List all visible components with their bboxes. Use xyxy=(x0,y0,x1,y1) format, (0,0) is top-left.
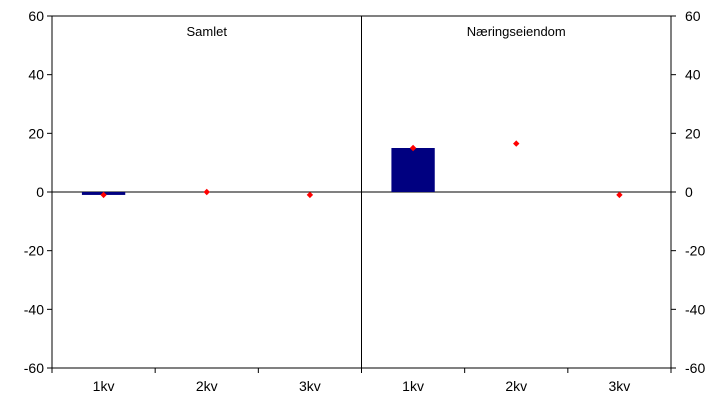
marker-point xyxy=(616,191,623,199)
x-tick-label: 2kv xyxy=(505,378,527,394)
right-y-tick-label: 20 xyxy=(685,125,701,141)
left-y-tick-label: 20 xyxy=(28,125,44,141)
right-y-tick-label: 0 xyxy=(685,184,693,200)
right-y-tick-label: -20 xyxy=(685,243,705,259)
marker-point xyxy=(513,140,520,147)
panel-title: Samlet xyxy=(187,24,228,39)
x-tick-label: 2kv xyxy=(196,378,218,394)
marker-point xyxy=(306,191,314,199)
left-y-axis: 60 40 20 0 -20 -40 -60 xyxy=(24,8,52,376)
left-y-tick-label: 60 xyxy=(28,8,44,24)
right-y-tick-label: 60 xyxy=(685,8,701,24)
panel-titles: Samlet Næringseiendom xyxy=(187,24,566,39)
left-y-tick-label: 40 xyxy=(28,67,44,83)
x-tick-label: 3kv xyxy=(609,378,631,394)
x-axis: 1kv 2kv 3kv 1kv 2kv 3kv xyxy=(51,368,672,394)
x-tick-label: 3kv xyxy=(299,378,321,394)
right-y-tick-label: -40 xyxy=(685,301,705,317)
x-tick-label: 1kv xyxy=(93,378,115,394)
bars xyxy=(81,148,435,195)
right-y-tick-label: -60 xyxy=(685,360,705,376)
right-y-axis: 60 40 20 0 -20 -40 -60 xyxy=(671,8,705,376)
right-y-tick-label: 40 xyxy=(685,67,701,83)
left-y-tick-label: -40 xyxy=(24,301,44,317)
marker-point xyxy=(203,188,210,196)
left-y-tick-label: -60 xyxy=(24,360,44,376)
bar xyxy=(391,148,435,192)
left-y-tick-label: 0 xyxy=(36,184,44,200)
panel-title: Næringseiendom xyxy=(467,24,566,39)
marker-point xyxy=(100,191,107,199)
markers xyxy=(100,140,623,199)
left-y-tick-label: -20 xyxy=(24,243,44,259)
x-tick-label: 1kv xyxy=(402,378,424,394)
marker-point xyxy=(409,144,417,152)
